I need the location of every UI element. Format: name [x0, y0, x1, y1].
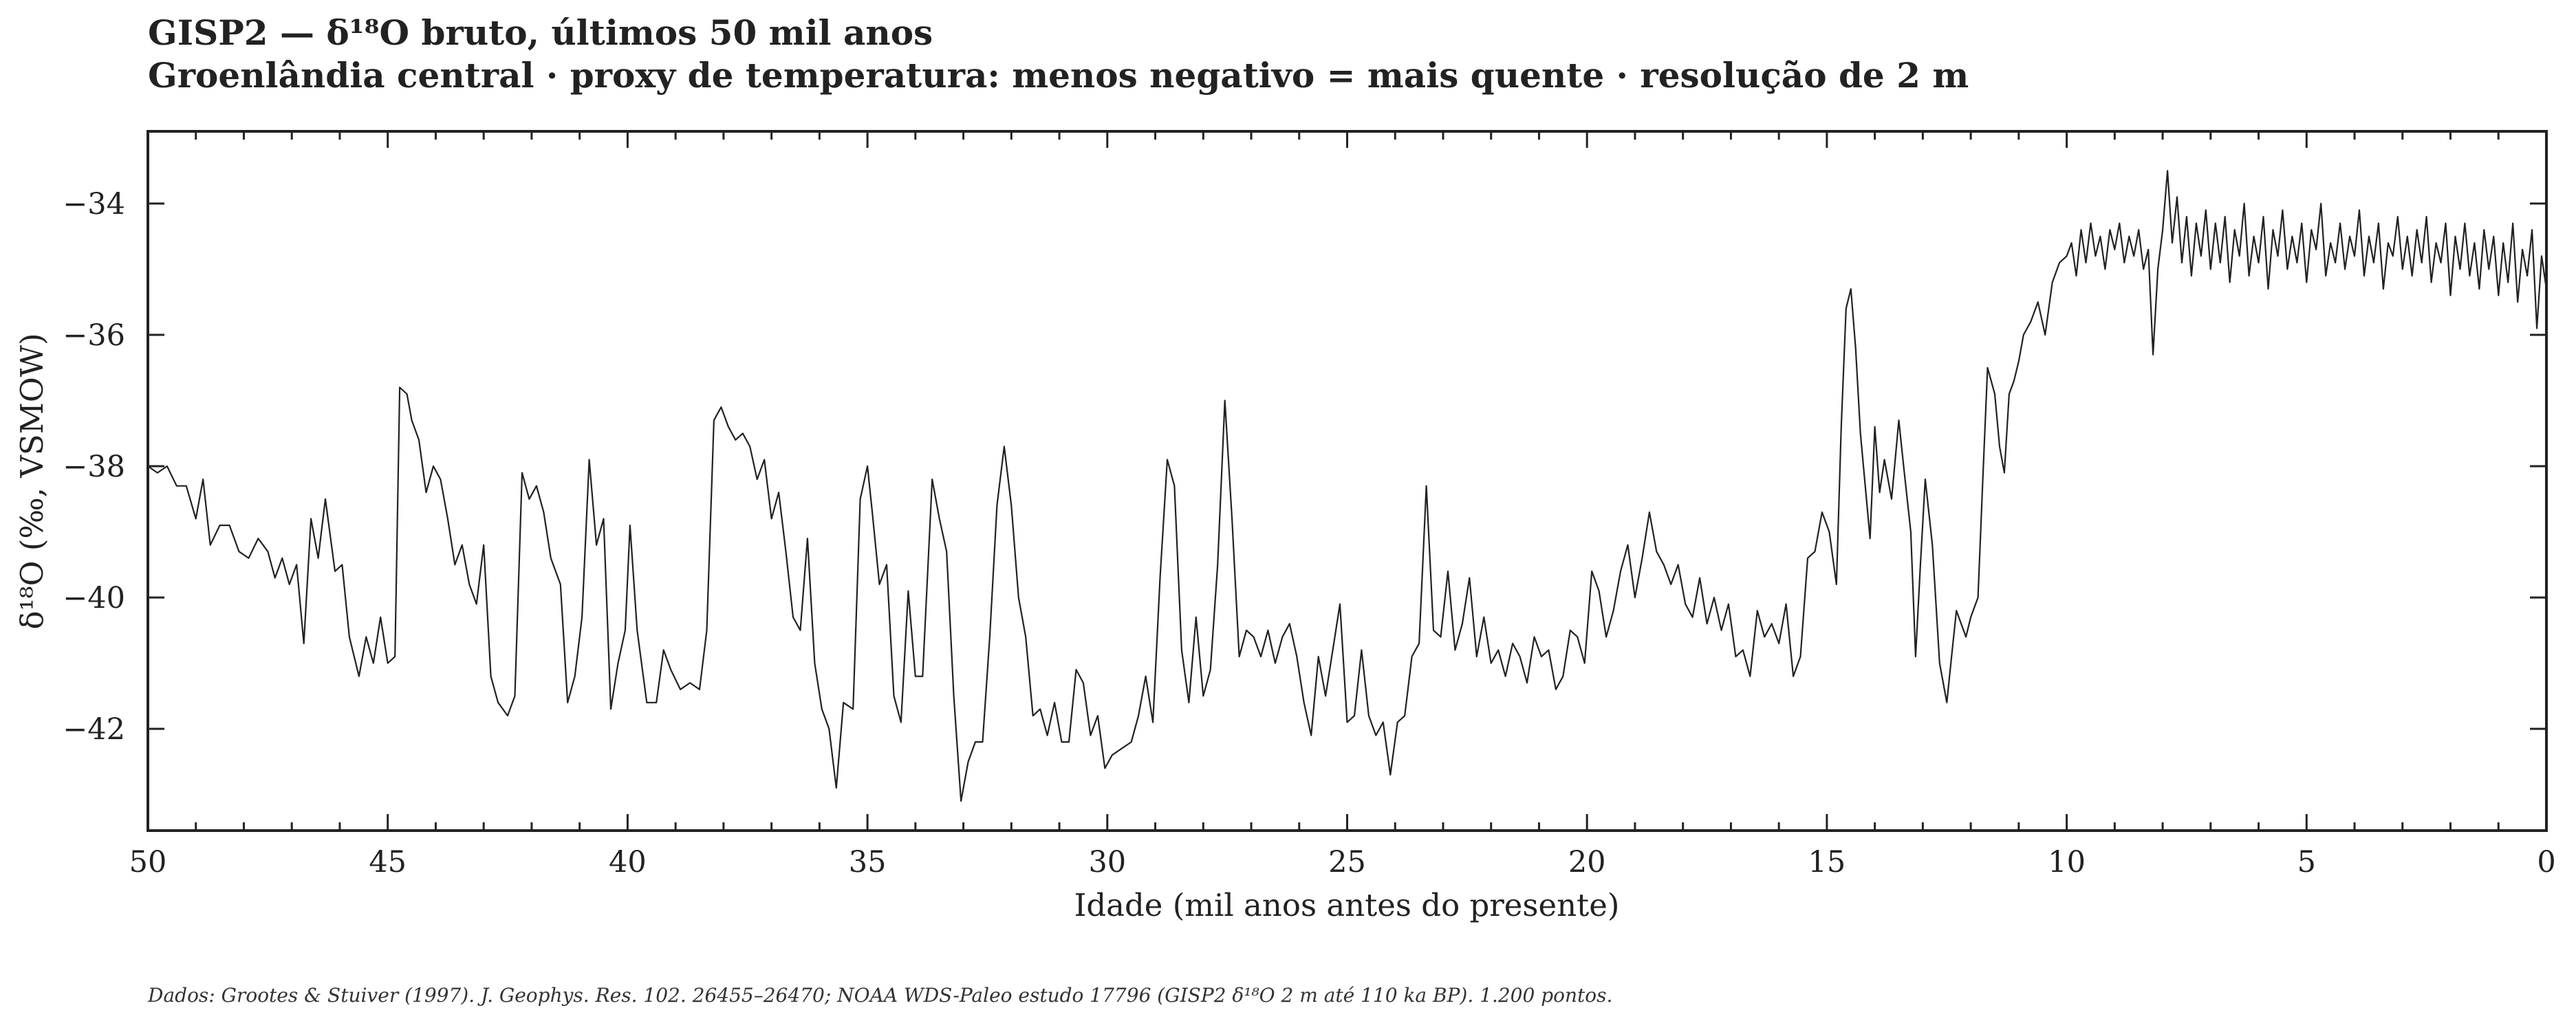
y-tick-label: −42: [63, 712, 125, 747]
x-tick-label: 0: [2537, 845, 2555, 879]
x-tick-label: 15: [1808, 845, 1846, 879]
chart-subtitle: Groenlândia central · proxy de temperatu…: [148, 55, 1969, 96]
x-tick-label: 10: [2048, 845, 2086, 879]
y-axis-label: δ¹⁸O (‰, VSMOW): [14, 333, 50, 629]
y-tick-label: −38: [63, 450, 125, 484]
x-tick-label: 40: [609, 845, 647, 879]
y-tick-label: −40: [63, 581, 125, 615]
y-tick-label: −34: [63, 187, 125, 221]
x-tick-label: 5: [2297, 845, 2316, 879]
plot-frame: [147, 130, 2548, 832]
x-tick-label: 25: [1328, 845, 1366, 879]
x-tick-label: 45: [369, 845, 407, 879]
x-tick-label: 20: [1568, 845, 1606, 879]
data-line: [147, 170, 2548, 802]
x-tick-label: 30: [1088, 845, 1126, 879]
x-tick-label: 50: [129, 845, 167, 879]
x-axis-label: Idade (mil anos antes do presente): [1074, 887, 1620, 923]
footnote: Dados: Grootes & Stuiver (1997). J. Geop…: [147, 984, 1612, 1007]
chart-title: GISP2 — δ¹⁸O bruto, últimos 50 mil anos: [148, 12, 933, 53]
x-tick-label: 35: [849, 845, 887, 879]
y-tick-label: −36: [63, 318, 125, 353]
